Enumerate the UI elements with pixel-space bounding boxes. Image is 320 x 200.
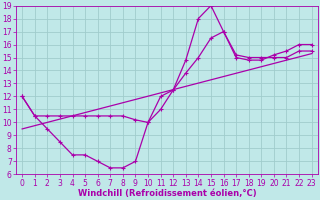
X-axis label: Windchill (Refroidissement éolien,°C): Windchill (Refroidissement éolien,°C) — [77, 189, 256, 198]
